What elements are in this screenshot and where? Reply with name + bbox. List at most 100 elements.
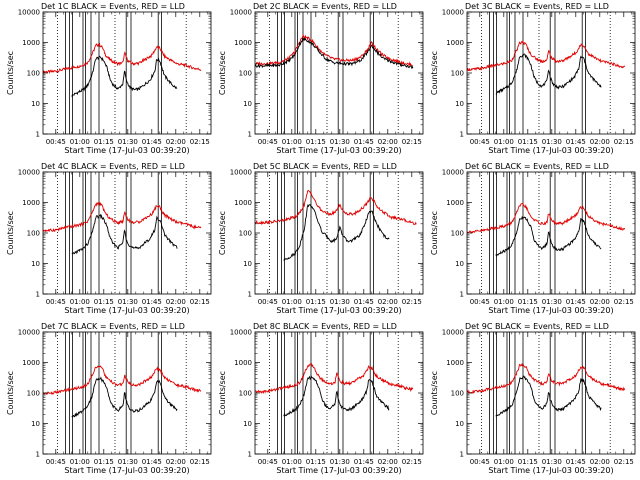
x-tick-label: 02:00	[166, 458, 186, 466]
y-tick-label: 10000	[18, 169, 40, 177]
x-tick-label: 01:30	[542, 138, 562, 146]
y-tick-label: 100	[239, 230, 252, 238]
x-tick-label: 01:00	[494, 138, 514, 146]
y-tick-label: 10	[31, 420, 40, 428]
x-axis-label: Start Time (17-Jul-03 00:39:20)	[64, 306, 189, 315]
x-tick-label: 01:15	[306, 298, 326, 306]
lld-series-line	[467, 202, 626, 234]
lld-series-line	[255, 33, 414, 67]
x-tick-label: 02:15	[614, 458, 634, 466]
y-tick-label: 100	[27, 70, 40, 78]
x-tick-label: 02:15	[402, 458, 422, 466]
y-axis-label: Counts/sec	[430, 371, 439, 415]
panel-title: Det 6C BLACK = Events, RED = LLD	[465, 162, 609, 171]
x-tick-label: 02:15	[402, 138, 422, 146]
events-series-line	[283, 374, 390, 417]
y-tick-label: 10	[455, 420, 464, 428]
y-axis-label: Counts/sec	[218, 51, 227, 95]
events-series-line	[495, 375, 602, 417]
events-series-line	[495, 53, 602, 95]
x-tick-label: 01:00	[282, 138, 302, 146]
y-axis-label: Counts/sec	[430, 51, 439, 95]
y-tick-label: 10000	[18, 9, 40, 17]
x-axis-label: Start Time (17-Jul-03 00:39:20)	[276, 306, 401, 315]
x-tick-label: 01:15	[94, 138, 114, 146]
panel-2: Det 2C BLACK = Events, RED = LLD 1 10 100 10…	[218, 2, 424, 155]
y-tick-label: 100	[451, 70, 464, 78]
panel-title: Det 4C BLACK = Events, RED = LLD	[41, 162, 185, 171]
panel-1: Det 1C BLACK = Events, RED = LLD 1 10 100 10…	[6, 2, 212, 155]
panel-title: Det 1C BLACK = Events, RED = LLD	[41, 2, 185, 11]
x-tick-label: 01:45	[354, 458, 374, 466]
x-tick-label: 00:45	[470, 458, 490, 466]
x-tick-label: 01:00	[494, 458, 514, 466]
panel-6: Det 6C BLACK = Events, RED = LLD 1 10 100 10…	[430, 162, 636, 315]
x-tick-label: 02:00	[166, 138, 186, 146]
y-tick-label: 10000	[442, 9, 464, 17]
events-series-line	[255, 37, 414, 70]
y-tick-label: 10000	[18, 329, 40, 337]
events-series-line	[495, 215, 602, 257]
y-tick-label: 1000	[22, 39, 40, 47]
x-tick-label: 00:45	[258, 298, 278, 306]
x-tick-label: 01:00	[282, 458, 302, 466]
x-tick-label: 00:45	[470, 138, 490, 146]
x-tick-label: 01:30	[118, 458, 138, 466]
y-tick-label: 100	[451, 390, 464, 398]
x-axis-label: Start Time (17-Jul-03 00:39:20)	[488, 306, 613, 315]
y-tick-label: 10000	[230, 329, 252, 337]
x-tick-label: 00:45	[46, 298, 66, 306]
panel-9: Det 9C BLACK = Events, RED = LLD 1 10 100 10…	[430, 322, 636, 475]
x-tick-label: 00:45	[46, 138, 66, 146]
panel-3: Det 3C BLACK = Events, RED = LLD 1 10 100 10…	[430, 2, 636, 155]
x-tick-label: 02:15	[190, 138, 210, 146]
x-tick-label: 01:30	[118, 298, 138, 306]
x-tick-label: 01:45	[354, 298, 374, 306]
y-tick-label: 1000	[234, 359, 252, 367]
panel-5: Det 5C BLACK = Events, RED = LLD 1 10 100 10…	[218, 162, 424, 315]
y-axis-label: Counts/sec	[430, 211, 439, 255]
y-tick-label: 100	[27, 390, 40, 398]
panel-7: Det 7C BLACK = Events, RED = LLD 1 10 100 10…	[6, 322, 212, 475]
x-tick-label: 01:00	[70, 458, 90, 466]
y-tick-label: 1	[248, 131, 252, 139]
x-axis-label: Start Time (17-Jul-03 00:39:20)	[276, 146, 401, 155]
x-tick-label: 01:00	[494, 298, 514, 306]
y-tick-label: 1000	[234, 199, 252, 207]
x-tick-label: 00:45	[258, 138, 278, 146]
lld-series-line	[467, 40, 626, 72]
y-tick-label: 1000	[446, 199, 464, 207]
x-tick-label: 01:45	[354, 138, 374, 146]
x-tick-label: 02:00	[378, 298, 398, 306]
x-tick-label: 01:45	[566, 298, 586, 306]
y-tick-label: 1	[248, 291, 252, 299]
x-tick-label: 01:45	[566, 458, 586, 466]
y-tick-label: 100	[27, 230, 40, 238]
x-tick-label: 01:15	[306, 458, 326, 466]
x-tick-label: 01:45	[142, 458, 162, 466]
x-tick-label: 00:45	[258, 458, 278, 466]
lld-series-line	[255, 189, 417, 226]
x-tick-label: 01:30	[542, 298, 562, 306]
x-tick-label: 01:15	[518, 458, 538, 466]
y-tick-label: 10	[243, 260, 252, 268]
y-tick-label: 1	[460, 131, 464, 139]
y-tick-label: 1	[36, 291, 40, 299]
x-tick-label: 01:00	[70, 138, 90, 146]
panel-title: Det 5C BLACK = Events, RED = LLD	[253, 162, 397, 171]
x-tick-label: 01:15	[518, 298, 538, 306]
lld-series-line	[43, 201, 202, 233]
panel-4: Det 4C BLACK = Events, RED = LLD 1 10 100 10…	[6, 162, 212, 315]
x-tick-label: 02:00	[378, 138, 398, 146]
x-tick-label: 02:00	[590, 298, 610, 306]
panel-8: Det 8C BLACK = Events, RED = LLD 1 10 100 10…	[218, 322, 424, 475]
y-tick-label: 1000	[446, 39, 464, 47]
x-tick-label: 02:15	[402, 298, 422, 306]
y-tick-label: 1000	[446, 359, 464, 367]
y-tick-label: 1	[460, 451, 464, 459]
y-tick-label: 100	[451, 230, 464, 238]
x-tick-label: 01:15	[94, 298, 114, 306]
y-tick-label: 1000	[22, 359, 40, 367]
x-tick-label: 01:30	[542, 458, 562, 466]
